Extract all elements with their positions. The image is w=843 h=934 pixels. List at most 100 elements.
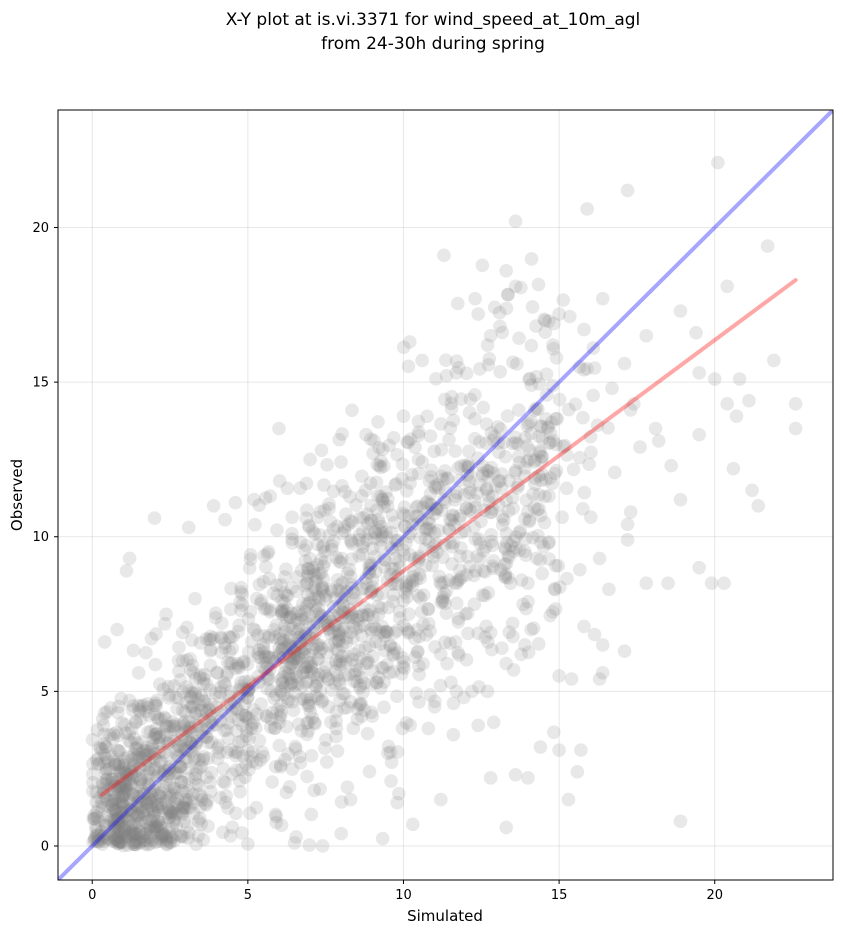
scatter-point (174, 807, 189, 822)
scatter-point (183, 652, 197, 666)
scatter-point (384, 577, 398, 591)
scatter-point (481, 635, 495, 649)
scatter-point (359, 571, 373, 585)
scatter-point (202, 701, 216, 716)
scatter-point (473, 478, 487, 492)
scatter-point (87, 808, 101, 823)
scatter-point (288, 646, 302, 661)
scatter-point (440, 472, 454, 486)
scatter-point (502, 473, 516, 488)
scatter-point (378, 643, 392, 658)
scatter-point (369, 676, 384, 690)
scatter-point (530, 502, 545, 517)
scatter-point (437, 248, 451, 263)
scatter-point (304, 661, 319, 676)
scatter-point (395, 471, 409, 486)
scatter-point (323, 626, 338, 641)
scatter-point (377, 560, 392, 575)
scatter-point (414, 513, 429, 528)
scatter-point (244, 749, 258, 764)
scatter-point (305, 632, 320, 646)
scatter-point (107, 832, 122, 847)
scatter-point (332, 626, 347, 641)
scatter-point (256, 645, 271, 660)
scatter-point (370, 458, 384, 472)
scatter-point (531, 637, 546, 651)
scatter-point (147, 805, 161, 820)
scatter-point (365, 584, 379, 598)
scatter-point (354, 697, 369, 712)
scatter-point (381, 739, 396, 754)
scatter-point (273, 631, 287, 646)
scatter-point (387, 515, 402, 530)
scatter-point (363, 585, 378, 600)
scatter-point (235, 707, 249, 722)
scatter-point (96, 785, 111, 800)
scatter-point (390, 537, 405, 552)
scatter-point (241, 683, 255, 698)
scatter-point (506, 534, 521, 548)
scatter-point (194, 789, 209, 804)
scatter-point (137, 808, 151, 822)
scatter-point (126, 829, 140, 843)
scatter-point (234, 679, 248, 693)
scatter-point (521, 594, 535, 609)
scatter-point (112, 744, 127, 758)
scatter-point (317, 503, 332, 518)
scatter-point (261, 544, 276, 559)
scatter-point (491, 436, 505, 450)
scatter-point (463, 485, 477, 500)
scatter-point (118, 777, 133, 791)
scatter-point (424, 470, 438, 484)
scatter-point (405, 578, 420, 593)
scatter-point (109, 812, 124, 827)
scatter-point (413, 571, 428, 585)
scatter-point (190, 712, 205, 726)
scatter-point (513, 524, 528, 538)
scatter-point (346, 619, 361, 633)
scatter-point (170, 791, 185, 806)
scatter-point (130, 750, 144, 765)
scatter-point (446, 509, 461, 524)
chart-title-line-1: X-Y plot at is.vi.3371 for wind_speed_at… (226, 10, 641, 30)
scatter-point (277, 680, 292, 694)
scatter-point (288, 739, 303, 754)
scatter-point (249, 721, 263, 735)
scatter-point (185, 685, 200, 700)
scatter-point (179, 785, 193, 800)
scatter-point (479, 619, 494, 634)
scatter-point (335, 427, 349, 441)
scatter-point (458, 524, 472, 538)
scatter-point (130, 736, 144, 750)
scatter-point (272, 474, 287, 488)
scatter-point (243, 604, 258, 619)
scatter-point (265, 651, 280, 666)
scatter-point (106, 814, 121, 829)
scatter-point (167, 782, 182, 796)
scatter-point (375, 493, 390, 507)
scatter-point (176, 685, 190, 699)
scatter-point (148, 835, 163, 850)
scatter-point (92, 828, 107, 843)
scatter-point (169, 766, 183, 781)
scatter-point (123, 777, 138, 792)
scatter-point (436, 575, 451, 590)
scatter-point (174, 829, 189, 844)
scatter-point (387, 577, 402, 591)
y-tick-label: 5 (41, 685, 49, 700)
scatter-point (534, 454, 549, 468)
scatter-point (167, 679, 181, 693)
scatter-point (327, 618, 342, 633)
scatter-point (290, 654, 304, 668)
scatter-point (356, 609, 371, 623)
scatter-point (143, 724, 158, 739)
scatter-point (208, 606, 223, 620)
scatter-point (485, 489, 500, 504)
scatter-point (314, 610, 328, 624)
scatter-point (397, 618, 411, 633)
scatter-point (259, 709, 274, 724)
scatter-point (375, 492, 390, 506)
scatter-point (162, 825, 177, 839)
scatter-point (280, 638, 295, 652)
scatter-point (119, 830, 133, 844)
